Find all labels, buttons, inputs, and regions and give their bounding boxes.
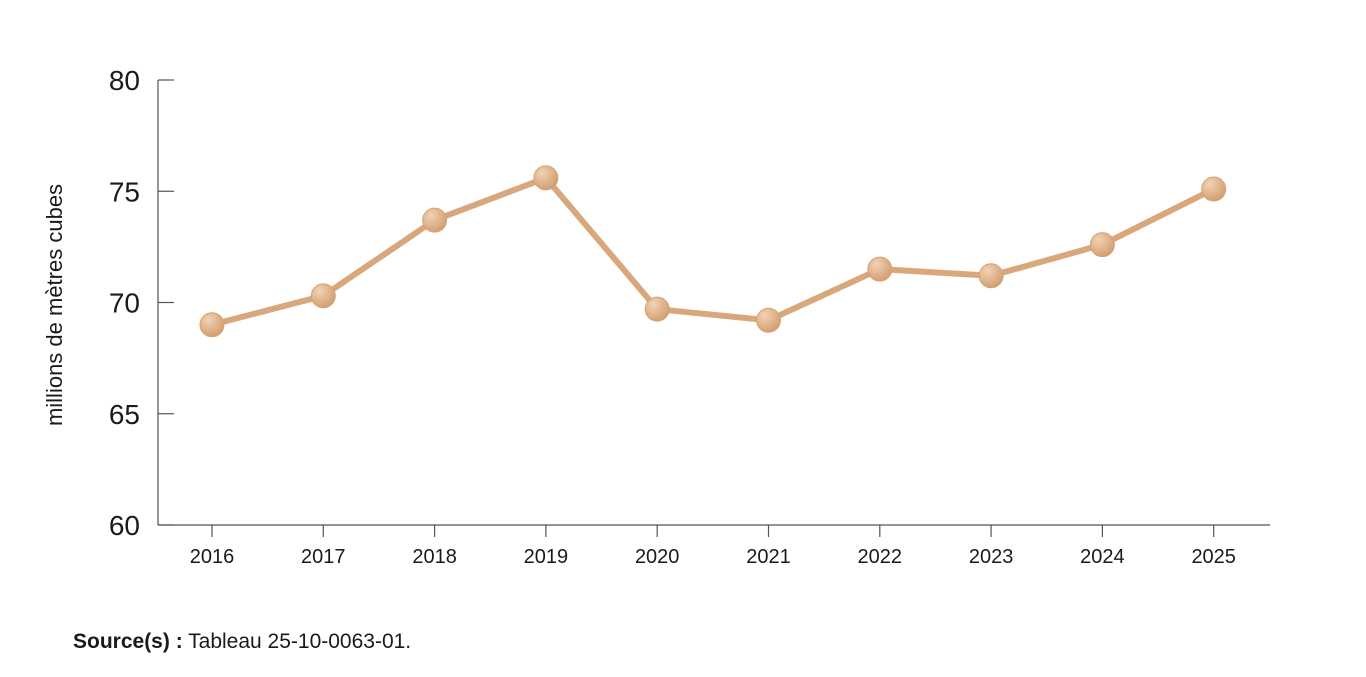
- line-segment: [654, 306, 772, 324]
- x-axis-ticks: 2016 2017 2018 2019 2020 2021 2022 2023 2024 2025: [190, 525, 1236, 568]
- y-tick-label: 75: [109, 176, 140, 207]
- data-point: [310, 283, 336, 309]
- series-markers: [199, 165, 1227, 338]
- data-point: [756, 307, 781, 333]
- x-tick-label: 2023: [969, 546, 1014, 568]
- x-tick-label: 2021: [746, 546, 791, 568]
- y-tick-label: 60: [109, 510, 140, 541]
- x-tick-label: 2017: [301, 546, 346, 568]
- line-segment: [765, 266, 883, 324]
- data-point: [533, 165, 559, 191]
- x-tick-label: 2020: [635, 546, 680, 568]
- line-segment: [320, 217, 438, 299]
- data-point: [1201, 176, 1227, 202]
- line-segment: [209, 292, 327, 328]
- y-tick-label: 70: [109, 288, 140, 319]
- series-line: [209, 174, 1217, 328]
- line-segment: [1099, 186, 1217, 248]
- data-point: [199, 312, 225, 338]
- y-axis-label: millions de mètres cubes: [42, 184, 67, 426]
- source-note: Source(s) : Tableau 25-10-0063-01.: [73, 630, 411, 654]
- x-tick-label: 2019: [524, 546, 569, 568]
- line-segment: [876, 266, 995, 279]
- source-text: Tableau 25-10-0063-01.: [182, 630, 412, 653]
- data-point: [422, 207, 448, 233]
- x-tick-label: 2025: [1191, 546, 1236, 568]
- y-tick-label: 65: [109, 399, 140, 430]
- y-axis-ticks: 60 65 70 75 80: [109, 65, 174, 541]
- source-label: Source(s) :: [73, 630, 183, 653]
- line-segment: [988, 241, 1106, 279]
- line-segment: [431, 174, 549, 224]
- x-tick-label: 2024: [1080, 546, 1125, 568]
- y-tick-label: 80: [109, 65, 140, 96]
- data-point: [867, 256, 893, 282]
- data-point: [1089, 232, 1115, 258]
- x-tick-label: 2022: [858, 546, 903, 568]
- x-tick-label: 2018: [412, 546, 457, 568]
- line-segment: [542, 174, 661, 313]
- data-point: [978, 263, 1004, 289]
- x-tick-label: 2016: [190, 546, 235, 568]
- data-point: [644, 296, 670, 322]
